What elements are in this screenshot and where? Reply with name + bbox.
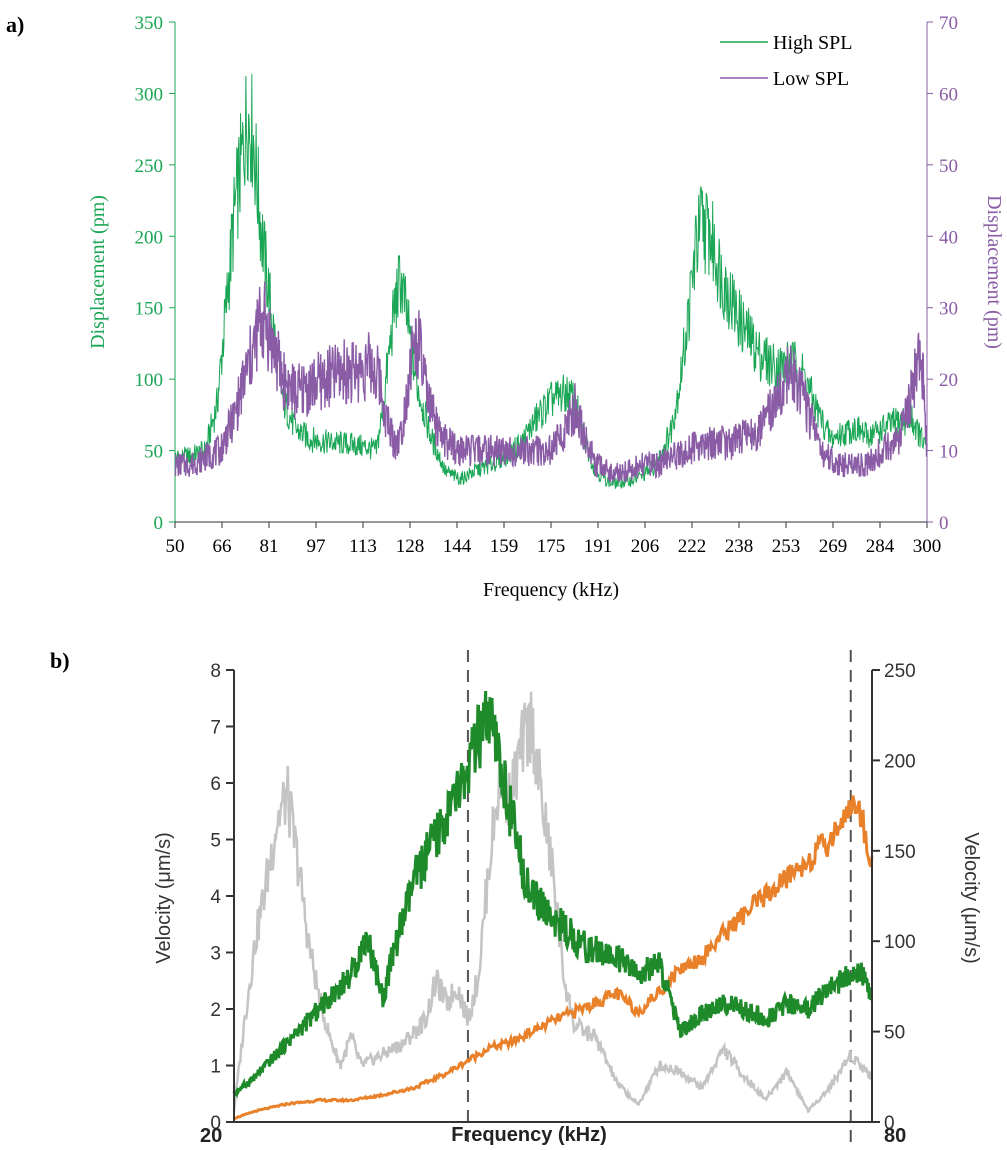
panel-b-left-tick-label: 4 xyxy=(210,887,221,908)
panel-b-left-tick-label: 7 xyxy=(210,718,221,739)
panel-b-right-tick-label: 100 xyxy=(884,932,916,953)
panel-a-right-tick-label: 20 xyxy=(939,370,958,391)
panel-b-right-tick-label: 0 xyxy=(884,1113,895,1134)
series-line-low-spl xyxy=(174,281,928,483)
panel-a-x-tick-label: 144 xyxy=(443,536,472,557)
panel-a-right-tick-label: 70 xyxy=(939,13,958,34)
panel-b-left-tick-label: 2 xyxy=(210,1000,221,1021)
panel-a-left-tick-label: 0 xyxy=(154,513,164,534)
panel-b-right-tick-label: 150 xyxy=(884,842,916,863)
panel-a-left-axis-label: Displacement (pm) xyxy=(87,195,109,349)
panel-a-x-tick-label: 191 xyxy=(584,536,613,557)
panel-b-right-tick-label: 50 xyxy=(884,1023,905,1044)
panel-a-x-tick-label: 175 xyxy=(537,536,566,557)
panel-a-x-tick-label: 97 xyxy=(307,536,326,557)
panel-b-label: b) xyxy=(50,648,70,673)
panel-a-right-tick-label: 30 xyxy=(939,299,958,320)
panel-a-left-tick-label: 50 xyxy=(144,442,163,463)
panel-a-right-tick-label: 0 xyxy=(939,513,949,534)
panel-a-x-tick-label: 81 xyxy=(260,536,279,557)
panel-a-x-tick-label: 300 xyxy=(913,536,942,557)
panel-a-x-tick-label: 128 xyxy=(396,536,425,557)
panel-a-x-tick-label: 206 xyxy=(631,536,660,557)
panel-b-x-axis-label: Frequency (kHz) xyxy=(451,1124,607,1146)
panel-b-right-axis-label: Velocity (μm/s) xyxy=(960,832,982,964)
panel-a-left-tick-label: 150 xyxy=(135,299,164,320)
panel-b-left-tick-label: 8 xyxy=(210,661,221,682)
panel-a-left-tick-label: 350 xyxy=(135,13,164,34)
panel-a-right-axis-label: Displacement (pm) xyxy=(983,195,1005,349)
panel-b-right-tick-label: 200 xyxy=(884,751,916,772)
panel-a-x-tick-label: 159 xyxy=(490,536,519,557)
panel-b-left-tick-label: 1 xyxy=(210,1057,221,1078)
panel-a-x-tick-label: 50 xyxy=(166,536,185,557)
panel-b-left-axis-label: Velocity (μm/s) xyxy=(153,832,175,964)
panel-b-left-tick-label: 3 xyxy=(210,944,221,965)
panel-a-x-tick-label: 238 xyxy=(725,536,754,557)
panel-a-label: a) xyxy=(6,12,24,37)
panel-b-left-tick-label: 0 xyxy=(210,1113,221,1134)
panel-b-right-tick-label: 250 xyxy=(884,661,916,682)
series-line-grey xyxy=(232,691,874,1114)
series-line-green xyxy=(232,690,874,1099)
panel-a-chart: 50 66 81 97 113 128 144 159 175 191 206 222 238 253 26… xyxy=(87,13,1005,601)
panel-a-x-tick-label: 253 xyxy=(772,536,801,557)
panel-b-chart: 0 1 2 3 4 5 6 7 8 0 50 100 150 200 250 20 80 Frequency… xyxy=(153,650,982,1150)
panel-a-right-tick-label: 40 xyxy=(939,227,958,248)
panel-b-x-tick-label: 80 xyxy=(884,1125,906,1147)
panel-a-right-tick-label: 50 xyxy=(939,156,958,177)
panel-a-left-tick-label: 200 xyxy=(135,227,164,248)
legend-label-low-spl: Low SPL xyxy=(773,68,849,90)
panel-a-x-tick-label: 284 xyxy=(866,536,895,557)
panel-a-x-tick-label: 66 xyxy=(213,536,232,557)
panel-a-left-tick-label: 100 xyxy=(135,370,164,391)
legend-label-high-spl: High SPL xyxy=(773,32,852,54)
panel-a-x-tick-label: 113 xyxy=(349,536,377,557)
panel-a-right-tick-label: 60 xyxy=(939,84,958,105)
series-line-orange xyxy=(233,795,874,1121)
panel-a-right-tick-label: 10 xyxy=(939,442,958,463)
panel-a-x-axis-label: Frequency (kHz) xyxy=(483,579,619,601)
panel-b-left-tick-label: 6 xyxy=(210,774,221,795)
panel-a-legend: High SPL Low SPL xyxy=(720,32,852,90)
panel-a-x-tick-label: 222 xyxy=(678,536,707,557)
panel-a-x-tick-label: 269 xyxy=(819,536,848,557)
panel-b-x-tick-label: 20 xyxy=(200,1125,222,1147)
panel-b-left-tick-label: 5 xyxy=(210,831,221,852)
panel-a-left-tick-label: 250 xyxy=(135,156,164,177)
panel-a-left-tick-label: 300 xyxy=(135,84,164,105)
